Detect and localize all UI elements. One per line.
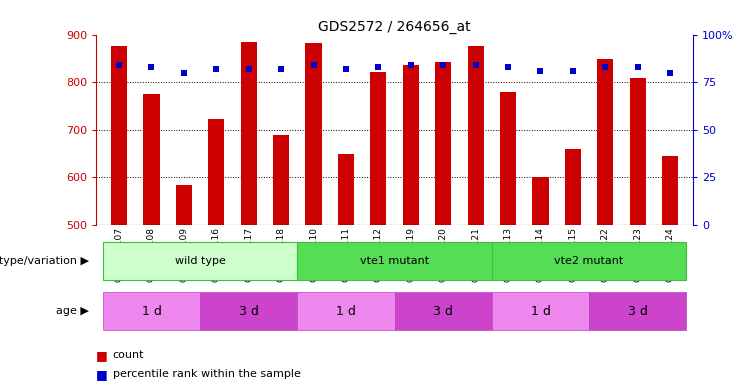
Bar	[370, 72, 387, 225]
Bar	[395, 292, 492, 330]
Bar	[500, 92, 516, 225]
Title: GDS2572 / 264656_at: GDS2572 / 264656_at	[319, 20, 471, 33]
Text: 3 d: 3 d	[628, 305, 648, 318]
Text: vte2 mutant: vte2 mutant	[554, 256, 624, 266]
Bar	[176, 185, 192, 225]
Bar	[241, 42, 257, 225]
Bar	[297, 242, 492, 280]
Bar	[468, 46, 484, 225]
Bar	[565, 149, 581, 225]
Bar	[435, 62, 451, 225]
Text: 1 d: 1 d	[142, 305, 162, 318]
Bar	[200, 292, 297, 330]
Text: genotype/variation ▶: genotype/variation ▶	[0, 256, 89, 266]
Bar	[143, 94, 159, 225]
Text: 3 d: 3 d	[433, 305, 453, 318]
Text: 1 d: 1 d	[336, 305, 356, 318]
Bar	[208, 119, 225, 225]
Bar	[492, 242, 686, 280]
Bar	[532, 177, 548, 225]
Bar	[662, 156, 678, 225]
Text: count: count	[113, 350, 144, 360]
Text: 3 d: 3 d	[239, 305, 259, 318]
Text: percentile rank within the sample: percentile rank within the sample	[113, 369, 301, 379]
Text: vte1 mutant: vte1 mutant	[360, 256, 429, 266]
Text: age ▶: age ▶	[56, 306, 89, 316]
Bar	[103, 242, 297, 280]
Bar	[402, 65, 419, 225]
Bar	[273, 135, 289, 225]
Bar	[103, 292, 200, 330]
Text: wild type: wild type	[175, 256, 225, 266]
Text: ■: ■	[96, 349, 112, 362]
Text: ■: ■	[96, 368, 112, 381]
Bar	[597, 59, 614, 225]
Bar	[111, 46, 127, 225]
Bar	[297, 292, 395, 330]
Bar	[305, 43, 322, 225]
Bar	[492, 292, 589, 330]
Text: 1 d: 1 d	[531, 305, 551, 318]
Bar	[630, 78, 646, 225]
Bar	[338, 154, 354, 225]
Bar	[589, 292, 686, 330]
